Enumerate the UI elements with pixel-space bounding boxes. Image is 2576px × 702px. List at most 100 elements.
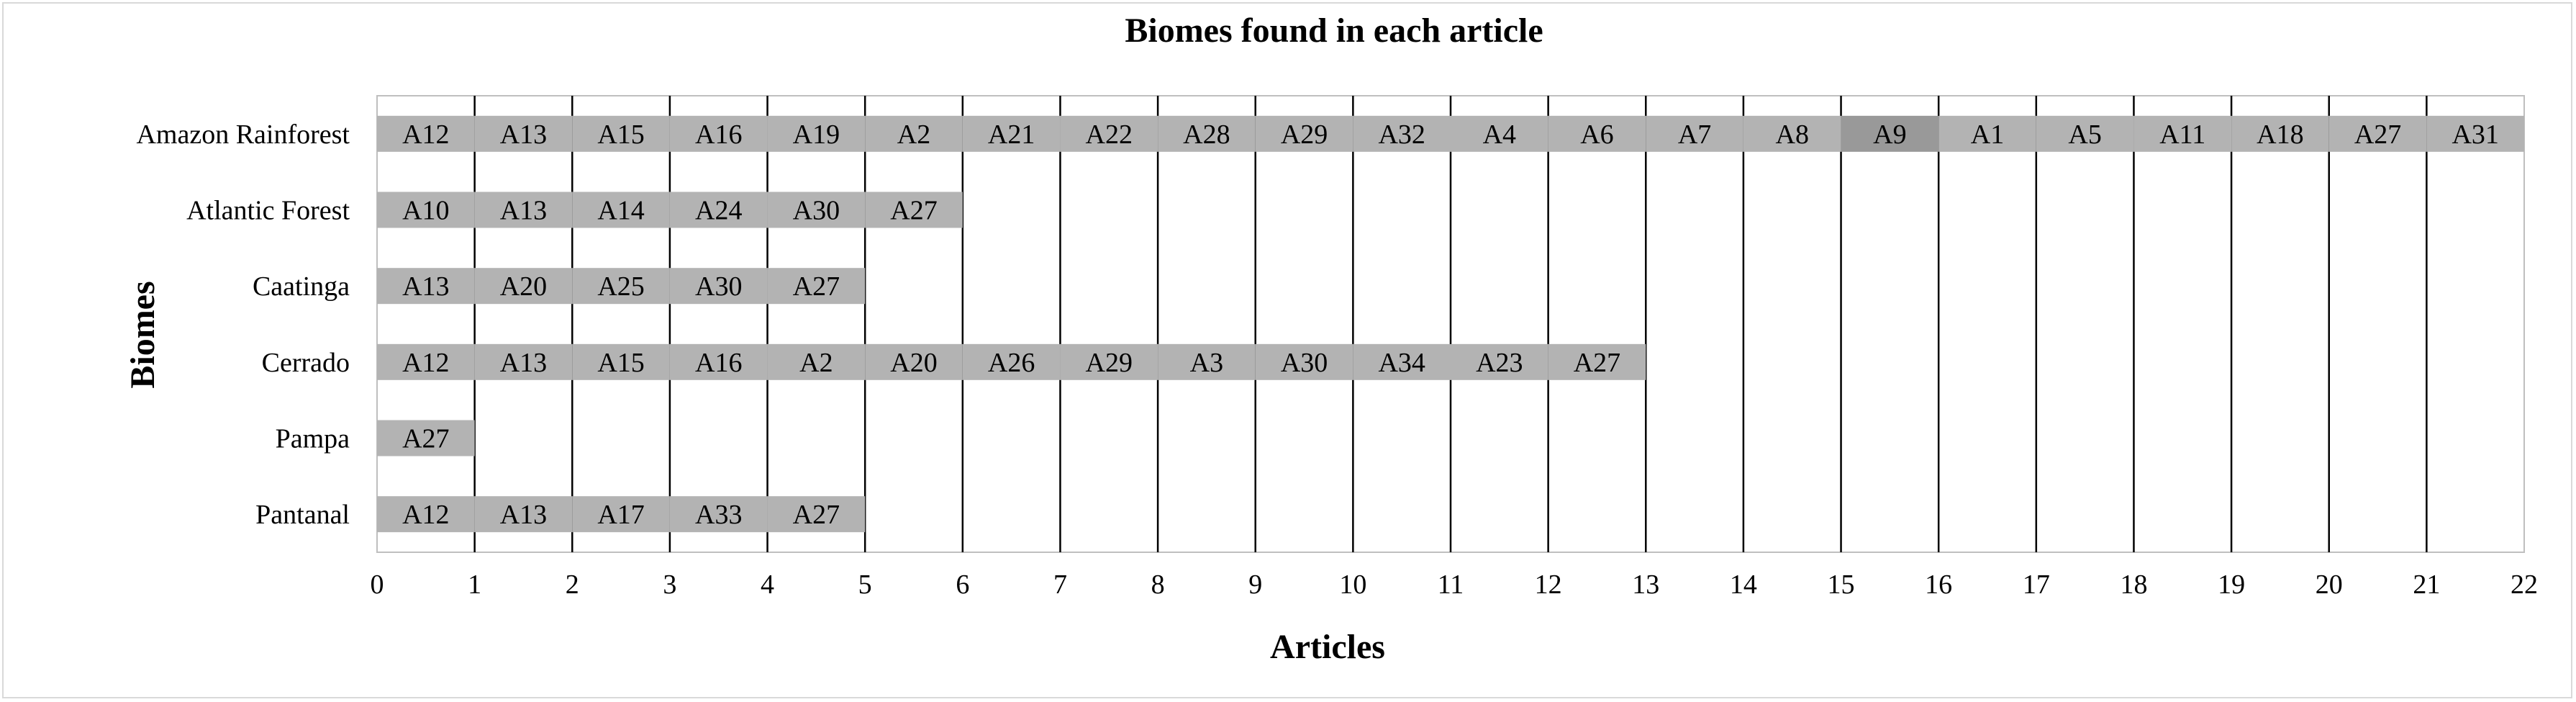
bar-segment	[767, 343, 866, 380]
x-tick-label: 17	[2023, 570, 2050, 600]
data-label: A18	[2257, 120, 2303, 150]
bar-segment	[767, 496, 866, 533]
data-label: A28	[1183, 120, 1230, 150]
data-label: A5	[2068, 120, 2101, 150]
x-tick-label: 3	[663, 570, 676, 600]
data-label: A13	[500, 196, 547, 226]
bar-segment	[1646, 115, 1743, 152]
x-tick-label: 12	[1535, 570, 1562, 600]
bar-segment	[2133, 115, 2232, 152]
data-label: A21	[988, 120, 1035, 150]
data-label: A27	[402, 424, 449, 454]
data-label: A12	[402, 348, 449, 378]
data-label: A17	[597, 500, 644, 530]
data-label: A9	[1873, 120, 1906, 150]
bar-segment	[572, 115, 670, 152]
x-tick-label: 11	[1438, 570, 1464, 600]
bar-segment	[474, 268, 573, 305]
bar-segment	[377, 192, 475, 228]
data-label: A20	[500, 271, 547, 302]
data-label: A30	[793, 196, 840, 226]
bar-segment	[669, 115, 768, 152]
data-label: A27	[890, 196, 937, 226]
x-tick-label: 7	[1053, 570, 1067, 600]
bar-segment	[377, 343, 475, 380]
x-tick-label: 9	[1248, 570, 1262, 600]
bar-segment	[669, 343, 768, 380]
bar-segment	[2426, 115, 2524, 152]
x-tick-label: 1	[468, 570, 481, 600]
bar-segment	[767, 192, 866, 228]
bar-segment	[1451, 115, 1548, 152]
y-tick-label: Atlantic Forest	[186, 196, 350, 226]
data-label: A27	[2354, 120, 2401, 150]
data-label: A25	[597, 271, 644, 302]
data-label: A6	[1580, 120, 1613, 150]
bar-segment	[1255, 115, 1353, 152]
plot-area: A12 A13 A15 A16 A19 A2 A21 A22 A28 A29 A32 A4 A6 A7 A8…	[136, 95, 2538, 600]
bar-segment	[377, 420, 475, 456]
bar-segment	[474, 192, 573, 228]
data-label: A13	[500, 500, 547, 530]
bar-segment	[1353, 343, 1451, 380]
x-tick-label: 6	[956, 570, 969, 600]
x-tick-label: 19	[2218, 570, 2245, 600]
data-label: A32	[1378, 120, 1425, 150]
bar-segment	[1841, 115, 1939, 152]
data-label: A27	[1574, 348, 1620, 378]
data-label: A13	[500, 120, 547, 150]
x-tick-label: 13	[1632, 570, 1659, 600]
data-label: A29	[1086, 348, 1133, 378]
data-label: A14	[597, 196, 644, 226]
data-label: A31	[2452, 120, 2498, 150]
bar-segment	[572, 343, 670, 380]
bar-segment	[865, 115, 963, 152]
data-label: A13	[402, 271, 449, 302]
data-label: A8	[1776, 120, 1809, 150]
bar-segment	[669, 192, 768, 228]
bar-segment	[474, 496, 573, 533]
data-label: A15	[597, 120, 644, 150]
data-label: A23	[1476, 348, 1523, 378]
data-label: A1	[1971, 120, 2004, 150]
data-label: A15	[597, 348, 644, 378]
data-label: A33	[695, 500, 742, 530]
x-tick-label: 10	[1339, 570, 1366, 600]
x-axis-title: Articles	[1270, 628, 1385, 666]
bar-segment	[2328, 115, 2427, 152]
data-label: A3	[1190, 348, 1223, 378]
data-label: A20	[890, 348, 937, 378]
data-label: A26	[988, 348, 1035, 378]
data-label: A12	[402, 120, 449, 150]
x-tick-label: 2	[566, 570, 579, 600]
data-label: A24	[695, 196, 742, 226]
data-label: A7	[1678, 120, 1711, 150]
bar-segment	[1158, 343, 1256, 380]
bar-segment	[1548, 115, 1646, 152]
bar-segment	[572, 496, 670, 533]
x-tick-label: 15	[1828, 570, 1855, 600]
chart-title: Biomes found in each article	[1125, 12, 1543, 50]
y-tick-label: Amazon Rainforest	[136, 120, 350, 150]
y-tick-label: Caatinga	[253, 271, 350, 302]
y-tick-label: Cerrado	[262, 348, 350, 378]
x-tick-label: 22	[2511, 570, 2538, 600]
bar-segment	[962, 115, 1061, 152]
bar-segment	[1353, 115, 1451, 152]
bar-segment	[1743, 115, 1841, 152]
data-label: A30	[1281, 348, 1328, 378]
bar-segment	[767, 115, 866, 152]
x-tick-label: 8	[1151, 570, 1165, 600]
data-label: A29	[1281, 120, 1328, 150]
data-label: A34	[1378, 348, 1425, 378]
data-label: A11	[2159, 120, 2205, 150]
x-tick-label: 18	[2120, 570, 2147, 600]
bar-segment	[1158, 115, 1256, 152]
x-tick-label: 0	[371, 570, 384, 600]
x-tick-label: 14	[1730, 570, 1757, 600]
bar-segment	[865, 343, 963, 380]
bar-segment	[572, 268, 670, 305]
bar-segment	[377, 268, 475, 305]
data-label: A2	[799, 348, 833, 378]
